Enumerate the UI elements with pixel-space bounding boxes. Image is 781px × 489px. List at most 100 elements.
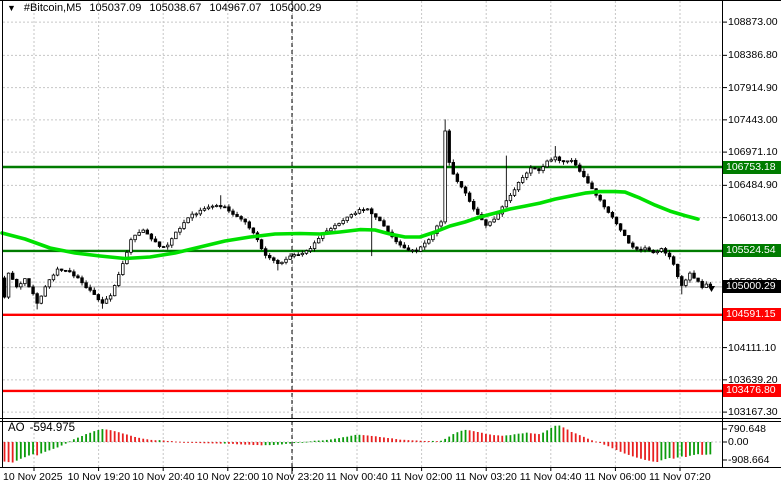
collapse-indicator-icon[interactable]: ▼ — [7, 3, 16, 13]
candle-body — [647, 247, 651, 251]
ao-histogram-bar — [121, 433, 124, 442]
candle-body — [398, 241, 402, 246]
ao-histogram-bar — [244, 442, 247, 445]
ao-histogram-bar — [228, 442, 230, 444]
ao-histogram-bar — [232, 442, 234, 444]
candle-body — [439, 221, 443, 227]
moving-average-line[interactable] — [0, 189, 700, 261]
candle-body — [598, 194, 602, 201]
current-price-label: 105000.29 — [723, 280, 781, 294]
ao-histogram-bar — [660, 442, 663, 461]
candle-body — [170, 238, 174, 246]
candle-body — [182, 222, 186, 229]
candle-body — [680, 276, 684, 286]
candle-body — [476, 208, 480, 215]
candle-body — [133, 234, 137, 241]
candle-body — [410, 249, 415, 252]
candle-body — [574, 159, 578, 166]
ao-histogram-bar — [305, 441, 308, 443]
ao-histogram-bar — [534, 433, 536, 442]
ao-histogram-bar — [97, 429, 100, 442]
candle-body — [31, 286, 35, 295]
candle-body — [639, 248, 643, 251]
candle-body — [145, 229, 149, 235]
candle-body — [488, 221, 492, 226]
ao-histogram-bar — [550, 427, 553, 442]
ao-histogram-bar — [252, 442, 255, 446]
ao-histogram-bar — [166, 440, 169, 442]
candle-body — [406, 247, 411, 251]
ao-histogram-bar — [558, 425, 561, 442]
ao-histogram-bar — [48, 442, 51, 451]
ao-histogram-bar — [668, 442, 671, 459]
ao-histogram-bar — [582, 436, 585, 442]
ao-histogram-bar — [689, 442, 691, 456]
candle-body — [288, 255, 292, 260]
candle-body — [631, 242, 635, 248]
ao-histogram-bar — [138, 437, 141, 442]
symbol-period-label: #Bitcoin,M5 — [23, 2, 82, 14]
ohlc-close-value: 105000.29 — [269, 2, 322, 14]
candle-body — [76, 275, 80, 279]
ao-histogram-bar — [117, 432, 120, 442]
ao-histogram-bar — [40, 442, 43, 454]
candle-body — [153, 238, 158, 243]
ao-histogram-bar — [11, 442, 14, 463]
ao-histogram-bar — [436, 441, 438, 442]
candle-body — [382, 220, 386, 227]
ao-histogram-bar — [199, 442, 202, 444]
candle-body — [10, 272, 15, 280]
candle-body — [263, 248, 268, 256]
ao-histogram-bar — [607, 442, 610, 447]
ao-histogram-bar — [293, 442, 296, 444]
ao-histogram-bar — [183, 442, 185, 443]
candle-body — [590, 182, 594, 190]
candle-body — [337, 223, 341, 226]
ao-histogram-bar — [68, 441, 71, 443]
candle-body — [280, 261, 284, 264]
candle-body — [614, 216, 619, 225]
ao-histogram-bar — [240, 442, 243, 445]
ao-histogram-bar — [566, 429, 569, 442]
ao-histogram-bar — [15, 442, 18, 461]
candle-body — [369, 208, 374, 215]
ao-histogram-bar — [264, 442, 267, 446]
ao-histogram-bar — [701, 442, 704, 455]
ao-histogram-bar — [652, 442, 655, 462]
ao-histogram-bar — [448, 436, 451, 442]
candle-body — [635, 246, 639, 250]
candle-body — [418, 246, 423, 252]
candle-body — [15, 278, 19, 288]
candle-body — [243, 218, 247, 223]
ao-histogram-bar — [113, 431, 116, 442]
candle-body — [651, 249, 655, 254]
candle-body — [537, 168, 541, 172]
ao-histogram-bar — [444, 438, 447, 442]
candle-body — [545, 160, 549, 168]
ao-histogram-bar — [644, 442, 646, 460]
ao-histogram-bar — [521, 433, 524, 442]
ao-histogram-bar — [285, 442, 287, 444]
candle-body — [39, 295, 43, 304]
candle-body — [455, 173, 460, 182]
candle-body — [84, 282, 88, 289]
candle-body — [174, 231, 178, 240]
candle-body — [663, 248, 668, 254]
candle-body — [471, 200, 476, 210]
ao-histogram-bar — [301, 442, 304, 443]
candle-body — [194, 213, 198, 216]
candle-body — [27, 278, 31, 288]
candle-body — [676, 263, 680, 277]
ao-histogram-bar — [611, 442, 614, 449]
ao-histogram-bar — [403, 439, 406, 442]
price-tick-label: 107443.00 — [728, 113, 778, 126]
ao-histogram-bar — [32, 442, 34, 455]
candle-body — [149, 233, 154, 240]
candle-body — [423, 242, 427, 248]
ao-histogram-bar — [513, 434, 516, 442]
ao-histogram-bar — [407, 440, 410, 442]
candle-body — [117, 274, 121, 286]
price-tick-label: 104111.10 — [728, 341, 777, 354]
